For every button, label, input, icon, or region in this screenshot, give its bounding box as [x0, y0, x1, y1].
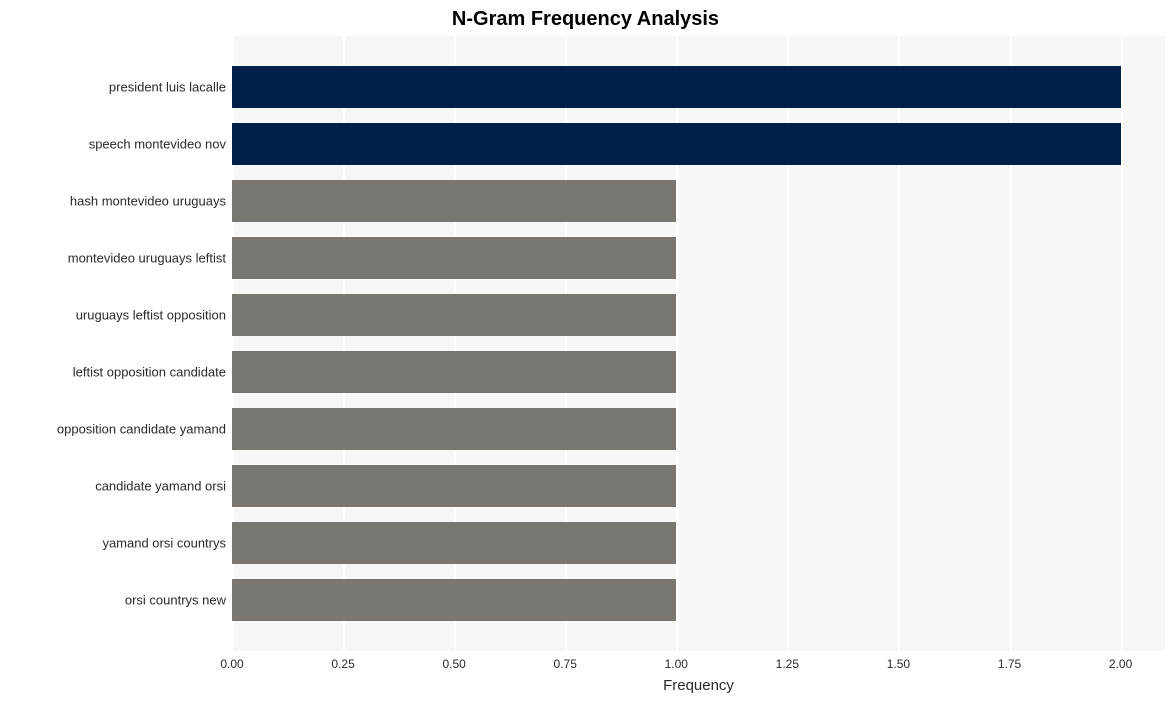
- y-tick-label: uruguays leftist opposition: [76, 308, 226, 323]
- y-tick-label: montevideo uruguays leftist: [68, 251, 226, 266]
- x-tick-label: 2.00: [1109, 657, 1132, 671]
- x-tick-label: 0.00: [220, 657, 243, 671]
- y-tick-label: orsi countrys new: [125, 592, 226, 607]
- gridline: [1121, 36, 1123, 651]
- bar: [232, 180, 676, 222]
- bar: [232, 522, 676, 564]
- chart-title: N-Gram Frequency Analysis: [0, 8, 1171, 31]
- bar: [232, 408, 676, 450]
- y-tick-label: yamand orsi countrys: [102, 535, 226, 550]
- ngram-frequency-chart: N-Gram Frequency Analysis Frequency pres…: [0, 0, 1171, 701]
- bar: [232, 237, 676, 279]
- y-tick-label: opposition candidate yamand: [57, 421, 226, 436]
- y-tick-label: candidate yamand orsi: [95, 478, 226, 493]
- x-tick-label: 1.50: [887, 657, 910, 671]
- bar: [232, 66, 1121, 108]
- x-tick-label: 0.50: [442, 657, 465, 671]
- bar: [232, 465, 676, 507]
- x-tick-label: 0.25: [331, 657, 354, 671]
- y-tick-label: speech montevideo nov: [89, 137, 226, 152]
- y-tick-label: hash montevideo uruguays: [70, 194, 226, 209]
- x-tick-label: 1.00: [665, 657, 688, 671]
- y-tick-label: leftist opposition candidate: [73, 364, 226, 379]
- plot-area: [232, 36, 1165, 651]
- x-axis-title: Frequency: [232, 677, 1165, 694]
- x-tick-label: 1.25: [776, 657, 799, 671]
- bar: [232, 579, 676, 621]
- x-tick-label: 1.75: [998, 657, 1021, 671]
- bar: [232, 294, 676, 336]
- bar: [232, 351, 676, 393]
- y-tick-label: president luis lacalle: [109, 80, 226, 95]
- bar: [232, 123, 1121, 165]
- x-tick-label: 0.75: [554, 657, 577, 671]
